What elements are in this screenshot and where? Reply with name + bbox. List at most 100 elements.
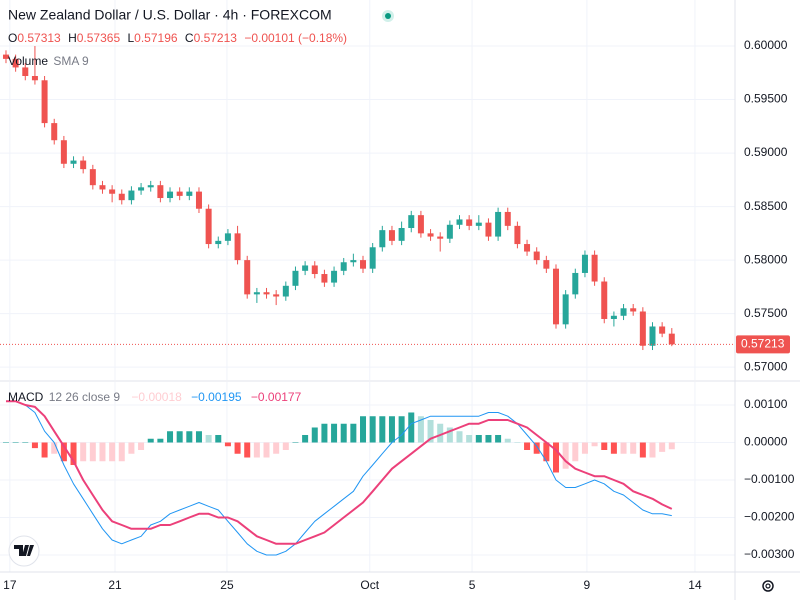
settings-button[interactable] xyxy=(762,580,774,592)
histogram-bar xyxy=(524,442,531,450)
candle-body xyxy=(340,262,347,271)
histogram-bar xyxy=(533,442,540,454)
histogram-bar xyxy=(167,431,174,443)
logo-mark xyxy=(14,545,34,556)
y-tick-label: 0.57000 xyxy=(744,359,788,373)
candle-body xyxy=(205,208,212,245)
volume-legend: Volume SMA 9 xyxy=(8,54,89,68)
histogram-bar xyxy=(495,434,502,443)
x-tick-label: 9 xyxy=(584,578,591,592)
candle-body xyxy=(543,260,550,269)
histogram-bar xyxy=(630,442,637,454)
candle-body xyxy=(398,228,405,241)
candle-body xyxy=(485,222,492,237)
candle-body xyxy=(466,219,473,226)
candle-body xyxy=(128,190,135,201)
candle-body xyxy=(80,160,87,170)
histogram-bar xyxy=(41,442,48,458)
x-tick-label: Oct xyxy=(360,578,379,592)
candle-body xyxy=(379,230,386,248)
candle-body xyxy=(649,326,656,346)
x-tick-label: 25 xyxy=(220,578,234,592)
last-price-label: 0.57213 xyxy=(741,337,785,351)
volume-params: SMA 9 xyxy=(53,54,89,68)
histogram-bar xyxy=(610,442,617,454)
candle-body xyxy=(70,160,77,164)
histogram-bar xyxy=(446,427,453,443)
text-layer: New Zealand Dollar / U.S. Dollar · 4h · … xyxy=(3,7,795,592)
histogram-bar xyxy=(147,438,154,443)
y-tick-label: 0.59000 xyxy=(744,145,788,159)
histogram-bar xyxy=(620,442,627,454)
candle-body xyxy=(350,260,357,263)
histogram-bar xyxy=(321,423,328,443)
histogram-bar xyxy=(12,442,19,443)
y-tick-label: 0.58000 xyxy=(744,252,788,266)
candle-body xyxy=(273,294,280,297)
candle-body xyxy=(331,270,338,283)
ohlc-value: 0.57365 xyxy=(77,31,121,45)
candle-body xyxy=(668,333,675,345)
candle-body xyxy=(427,233,434,237)
ohlc-legend: O0.57313 H0.57365 L0.57196 C0.57213 −0.0… xyxy=(8,31,347,45)
histogram-bar xyxy=(51,442,58,454)
candle-body xyxy=(89,169,96,186)
candle-body xyxy=(138,187,145,191)
y-tick-label: −0.00100 xyxy=(744,472,795,486)
chart-title: New Zealand Dollar / U.S. Dollar · 4h · … xyxy=(8,7,332,23)
ohlc-label: C xyxy=(185,31,194,45)
histogram-bar xyxy=(109,442,116,462)
candle-body xyxy=(417,215,424,234)
candle-body xyxy=(99,185,106,190)
tradingview-logo xyxy=(8,535,40,567)
candle-body xyxy=(562,294,569,325)
candle-body xyxy=(167,191,174,199)
candle-body xyxy=(514,225,521,245)
histogram-bar xyxy=(398,416,405,443)
histogram-bar xyxy=(649,442,656,458)
macd-legend: MACD 12 26 close 9 −0.00018 −0.00195 −0.… xyxy=(8,390,302,404)
settings-icon[interactable] xyxy=(762,580,774,592)
histogram-bar xyxy=(176,431,183,443)
histogram-bar xyxy=(224,442,231,447)
settings-icon-center[interactable] xyxy=(765,583,771,589)
histogram-bar xyxy=(475,434,482,443)
histogram-bar xyxy=(485,434,492,443)
histogram-bar xyxy=(244,442,251,458)
y-tick-label: 0.58500 xyxy=(744,199,788,213)
candle-body xyxy=(282,285,289,297)
x-tick-label: 5 xyxy=(469,578,476,592)
candle-body xyxy=(195,191,202,209)
histogram-bar xyxy=(408,412,415,443)
histogram-bar xyxy=(437,423,444,443)
candle-body xyxy=(581,254,588,273)
status-dot xyxy=(385,13,391,19)
histogram-bar xyxy=(360,416,367,443)
candle-body xyxy=(186,191,193,196)
candle-body xyxy=(369,247,376,269)
y-tick-label: 0.00000 xyxy=(744,435,788,449)
candle-body xyxy=(572,272,579,295)
candle-body xyxy=(263,292,270,295)
histogram-bar xyxy=(553,442,560,473)
histogram-bar xyxy=(99,442,106,462)
last-price-tag xyxy=(736,335,790,354)
histogram-bar xyxy=(543,442,550,462)
candle-body xyxy=(504,211,511,226)
histogram-bar xyxy=(2,442,9,443)
ohlc-value: 0.57196 xyxy=(134,31,178,45)
ohlc-value: 0.57313 xyxy=(17,31,61,45)
histogram-bar xyxy=(572,442,579,462)
histogram-bar xyxy=(22,442,29,443)
histogram-bar xyxy=(417,416,424,443)
x-tick-label: 21 xyxy=(108,578,122,592)
x-tick-label: 17 xyxy=(3,578,17,592)
histogram-bar xyxy=(350,423,357,443)
candle-body xyxy=(157,185,164,199)
candle-body xyxy=(388,230,395,241)
x-tick-label: 14 xyxy=(688,578,702,592)
candle-body xyxy=(475,222,482,226)
histogram-bar xyxy=(195,431,202,443)
histogram-bar xyxy=(186,431,193,443)
